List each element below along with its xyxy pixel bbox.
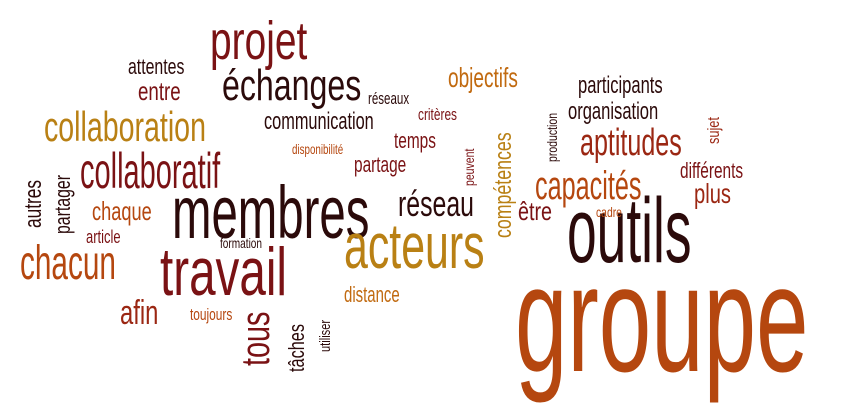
word-chaque: chaque — [92, 196, 152, 226]
word-membres: membres — [172, 171, 370, 254]
word-communication: communication — [264, 108, 374, 135]
word-entre: entre — [138, 76, 181, 106]
word-tous: tous — [234, 311, 278, 366]
word-criteres: critères — [418, 105, 458, 124]
word-objectifs: objectifs — [448, 62, 518, 93]
word-attentes: attentes — [128, 54, 185, 79]
word-sujet: sujet — [704, 117, 723, 144]
word-partage: partage — [354, 152, 407, 177]
word-chacun: chacun — [20, 237, 116, 290]
word-autres: autres — [20, 179, 47, 228]
word-article: article — [86, 227, 121, 247]
word-differents: différents — [680, 158, 744, 183]
word-etre: être — [518, 196, 553, 226]
word-reseaux: réseaux — [368, 89, 410, 108]
word-partager: partager — [50, 174, 75, 234]
word-travail: travail — [160, 234, 287, 310]
word-collaboration: collaboration — [44, 103, 206, 150]
word-disponibilite: disponibilité — [292, 141, 344, 157]
word-plus: plus — [694, 178, 731, 209]
word-capacites: capacités — [535, 164, 642, 208]
word-competences: compétences — [490, 132, 517, 238]
word-groupe: groupe — [515, 234, 809, 404]
word-outils: outils — [567, 180, 692, 282]
word-production: production — [544, 112, 560, 162]
word-temps: temps — [394, 128, 436, 153]
word-aptitudes: aptitudes — [580, 122, 682, 164]
word-toujours: toujours — [190, 305, 233, 324]
word-formation: formation — [220, 235, 263, 251]
word-cadre: cadre — [596, 204, 622, 220]
word-projet: projet — [210, 11, 308, 71]
word-acteurs: acteurs — [344, 210, 485, 282]
word-utiliser: utiliser — [317, 319, 334, 352]
word-collaboratif: collaboratif — [80, 143, 221, 199]
word-peuvent: peuvent — [461, 148, 477, 186]
word-participants: participants — [578, 72, 663, 99]
word-echanges: échanges — [222, 61, 362, 110]
word-afin: afin — [120, 294, 159, 332]
word-organisation: organisation — [568, 98, 659, 125]
word-taches: tâches — [284, 324, 309, 372]
word-distance: distance — [344, 282, 400, 307]
word-reseau: réseau — [398, 183, 474, 224]
